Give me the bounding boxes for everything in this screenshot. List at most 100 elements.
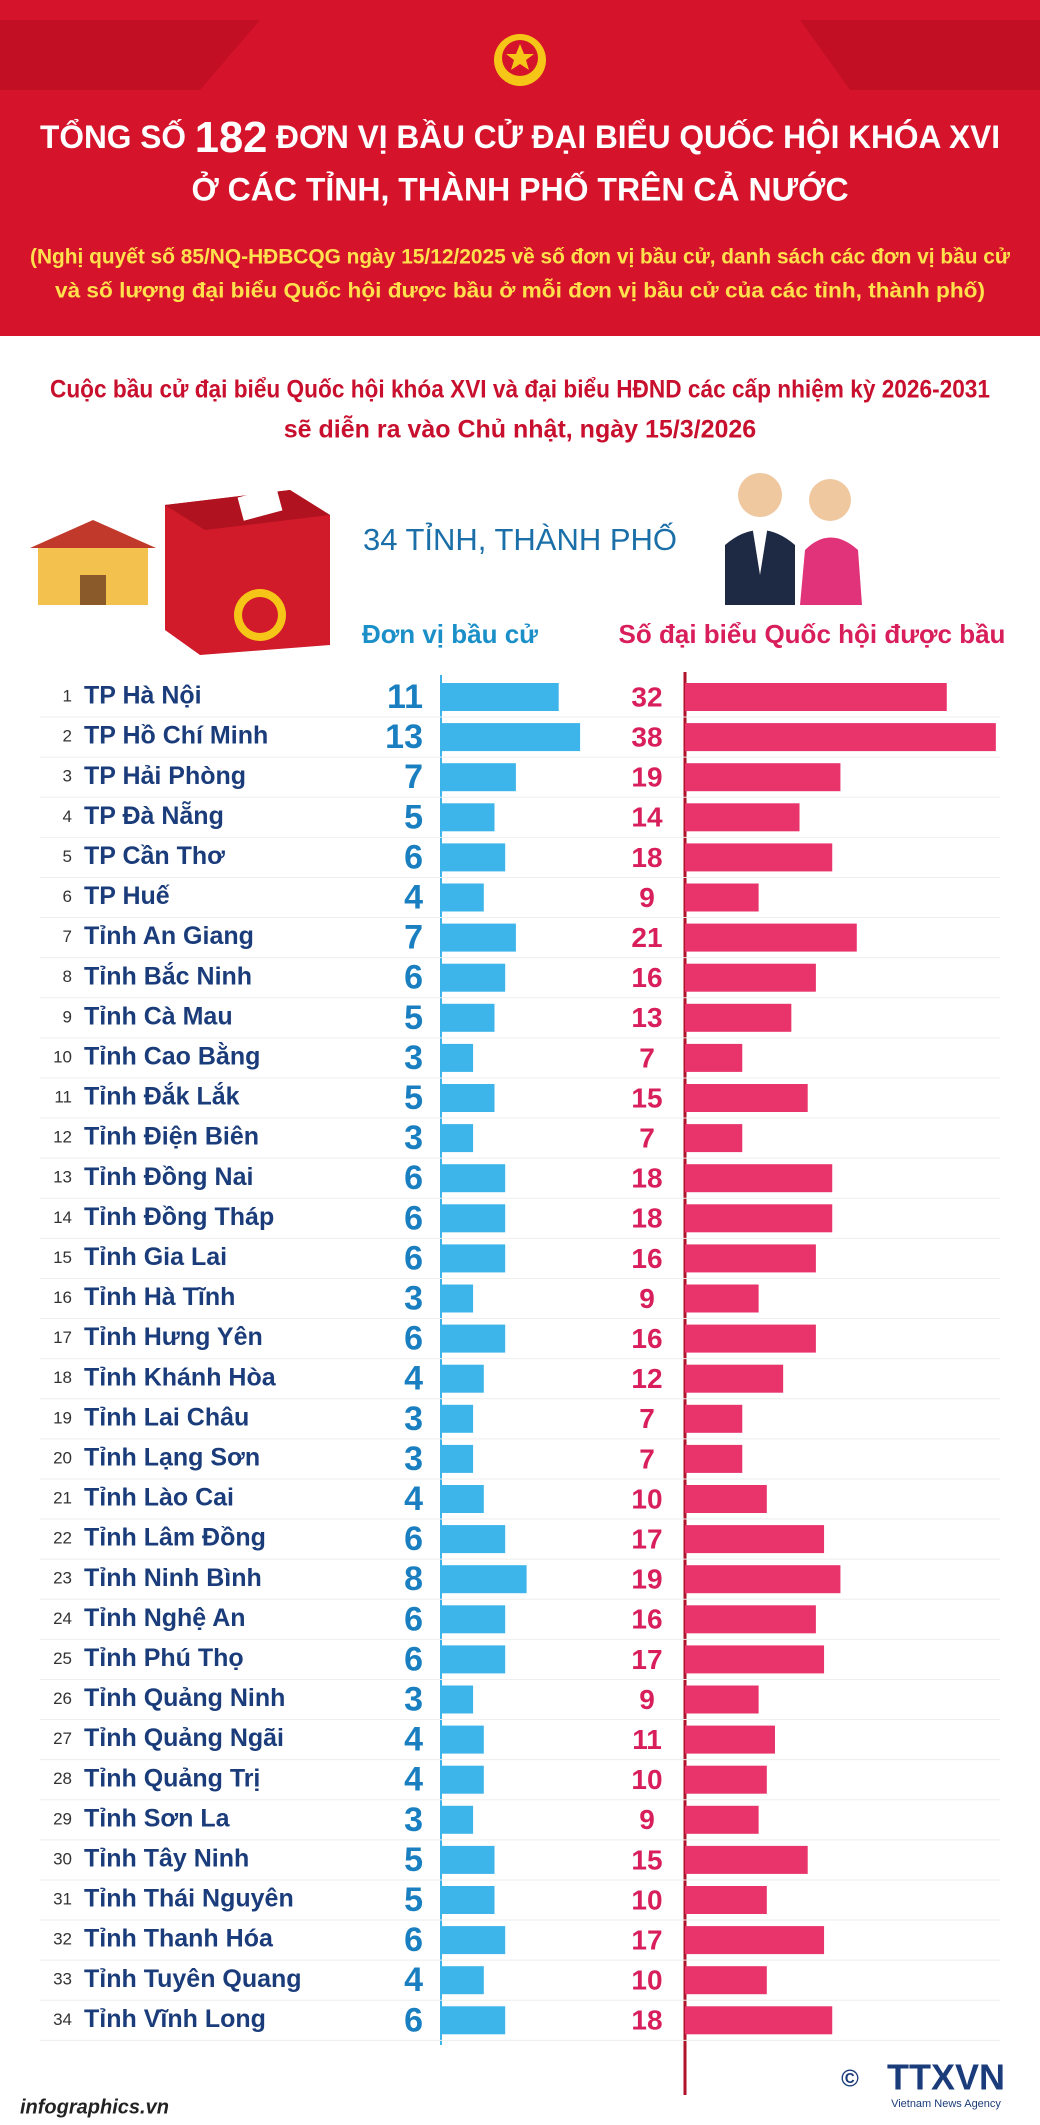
intro: sẽ diễn ra vào Chủ nhật, ngày 15/3/2026 xyxy=(284,414,756,444)
row-number: 4 xyxy=(63,807,72,826)
header-stripe xyxy=(800,20,1040,90)
value-label: 3 xyxy=(404,1801,423,1839)
category-label: Tỉnh Đồng Tháp xyxy=(84,1203,274,1231)
row-number: 26 xyxy=(53,1689,72,1708)
row-number: 3 xyxy=(63,767,72,786)
bar xyxy=(685,1284,759,1313)
value-label: 9 xyxy=(639,1283,655,1314)
category-label: TP Hồ Chí Minh xyxy=(84,722,268,750)
value-label: 9 xyxy=(639,1804,655,1835)
category-label: TP Đà Nẵng xyxy=(84,800,224,830)
value-label: 21 xyxy=(631,922,662,953)
value-label: 19 xyxy=(631,762,662,793)
bar xyxy=(685,1605,816,1634)
bar xyxy=(685,803,800,832)
bar xyxy=(685,1364,784,1393)
row-number: 9 xyxy=(63,1007,72,1026)
value-label: 18 xyxy=(631,1203,662,1234)
category-label: Tỉnh Ninh Bình xyxy=(84,1564,262,1592)
value-label: 17 xyxy=(631,1644,662,1675)
row-number: 30 xyxy=(53,1849,72,1868)
row-number: 1 xyxy=(63,686,72,705)
bar xyxy=(441,1444,474,1473)
value-label: 4 xyxy=(404,1480,423,1518)
value-label: 11 xyxy=(387,678,423,716)
bar xyxy=(685,1444,743,1473)
header-stripe xyxy=(0,20,260,90)
bar xyxy=(441,1565,527,1594)
bar xyxy=(685,1845,808,1874)
row-number: 7 xyxy=(63,927,72,946)
category-label: TP Hà Nội xyxy=(84,682,202,710)
bar xyxy=(441,963,506,992)
bar xyxy=(685,883,759,912)
value-label: 6 xyxy=(404,1320,423,1358)
value-label: 4 xyxy=(404,1360,423,1398)
row-number: 13 xyxy=(53,1168,72,1187)
category-label: Tỉnh Phú Thọ xyxy=(84,1644,244,1672)
title-number: 182 xyxy=(195,113,268,162)
value-label: 18 xyxy=(631,2005,662,2036)
bar xyxy=(441,803,495,832)
value-label: 10 xyxy=(631,1483,662,1514)
subtitle: và số lượng đại biểu Quốc hội được bầu ở… xyxy=(55,279,985,303)
category-label: Tỉnh Quảng Trị xyxy=(84,1764,260,1792)
value-label: 6 xyxy=(404,1199,423,1237)
row-number: 33 xyxy=(53,1970,72,1989)
bar xyxy=(685,923,857,952)
legend-entry: Số đại biểu Quốc hội được bầu xyxy=(619,619,1006,649)
value-label: 16 xyxy=(631,1323,662,1354)
category-label: Tỉnh Quảng Ngãi xyxy=(84,1724,284,1752)
category-label: Tỉnh Lâm Đồng xyxy=(84,1524,266,1552)
row-number: 8 xyxy=(63,967,72,986)
bar xyxy=(685,1485,767,1513)
bar xyxy=(441,1886,495,1914)
bar xyxy=(441,763,516,792)
title-part: TỔNG SỐ xyxy=(40,119,186,155)
bar xyxy=(685,1765,767,1794)
row-number: 15 xyxy=(53,1248,72,1267)
bar xyxy=(685,1003,792,1032)
category-label: Tỉnh Bắc Ninh xyxy=(84,960,252,990)
bar xyxy=(441,1685,474,1714)
agency-name: Vietnam News Agency xyxy=(891,2098,1001,2110)
bar xyxy=(685,1404,743,1433)
category-label: Tỉnh Điện Biên xyxy=(84,1123,259,1151)
row-number: 31 xyxy=(53,1889,72,1908)
value-label: 17 xyxy=(631,1924,662,1955)
category-label: Tỉnh Hưng Yên xyxy=(84,1323,263,1351)
row-number: 16 xyxy=(53,1288,72,1307)
value-label: 3 xyxy=(404,1440,423,1478)
title: TỔNG SỐ 182 ĐƠN VỊ BẦU CỬ ĐẠI BIỂU QUỐC … xyxy=(40,113,1000,162)
value-label: 7 xyxy=(404,758,423,796)
value-label: 18 xyxy=(631,1163,662,1194)
category-label: Tỉnh An Giang xyxy=(84,922,254,950)
value-label: 3 xyxy=(404,1400,423,1438)
value-label: 10 xyxy=(631,1884,662,1915)
value-label: 5 xyxy=(404,1079,423,1117)
category-label: TP Cần Thơ xyxy=(84,842,225,870)
category-label: Tỉnh Hà Tĩnh xyxy=(84,1283,235,1311)
value-label: 3 xyxy=(404,1680,423,1718)
row-number: 17 xyxy=(53,1328,72,1347)
value-label: 16 xyxy=(631,1604,662,1635)
value-label: 38 xyxy=(631,721,662,752)
category-label: Tỉnh Cà Mau xyxy=(84,1002,233,1030)
value-label: 3 xyxy=(404,1119,423,1157)
category-label: Tỉnh Cao Bằng xyxy=(84,1041,260,1071)
category-label: Tỉnh Lào Cai xyxy=(84,1484,234,1512)
bar xyxy=(441,1164,506,1193)
bar xyxy=(685,1966,767,1995)
value-label: 3 xyxy=(404,1039,423,1077)
value-label: 6 xyxy=(404,1921,423,1959)
bar xyxy=(685,963,816,992)
value-label: 7 xyxy=(639,1042,655,1073)
rows: 1 TP Hà Nội 11 322 TP Hồ Chí Minh 13 383 TP Hải… xyxy=(40,678,1000,2041)
count-label: 34 TỈNH, THÀNH PHỐ xyxy=(363,521,677,557)
bar xyxy=(685,1525,825,1554)
value-label: 3 xyxy=(404,1279,423,1317)
bar xyxy=(685,1725,775,1754)
bar xyxy=(441,1765,484,1794)
bar xyxy=(441,1605,506,1634)
bar xyxy=(685,1084,808,1112)
